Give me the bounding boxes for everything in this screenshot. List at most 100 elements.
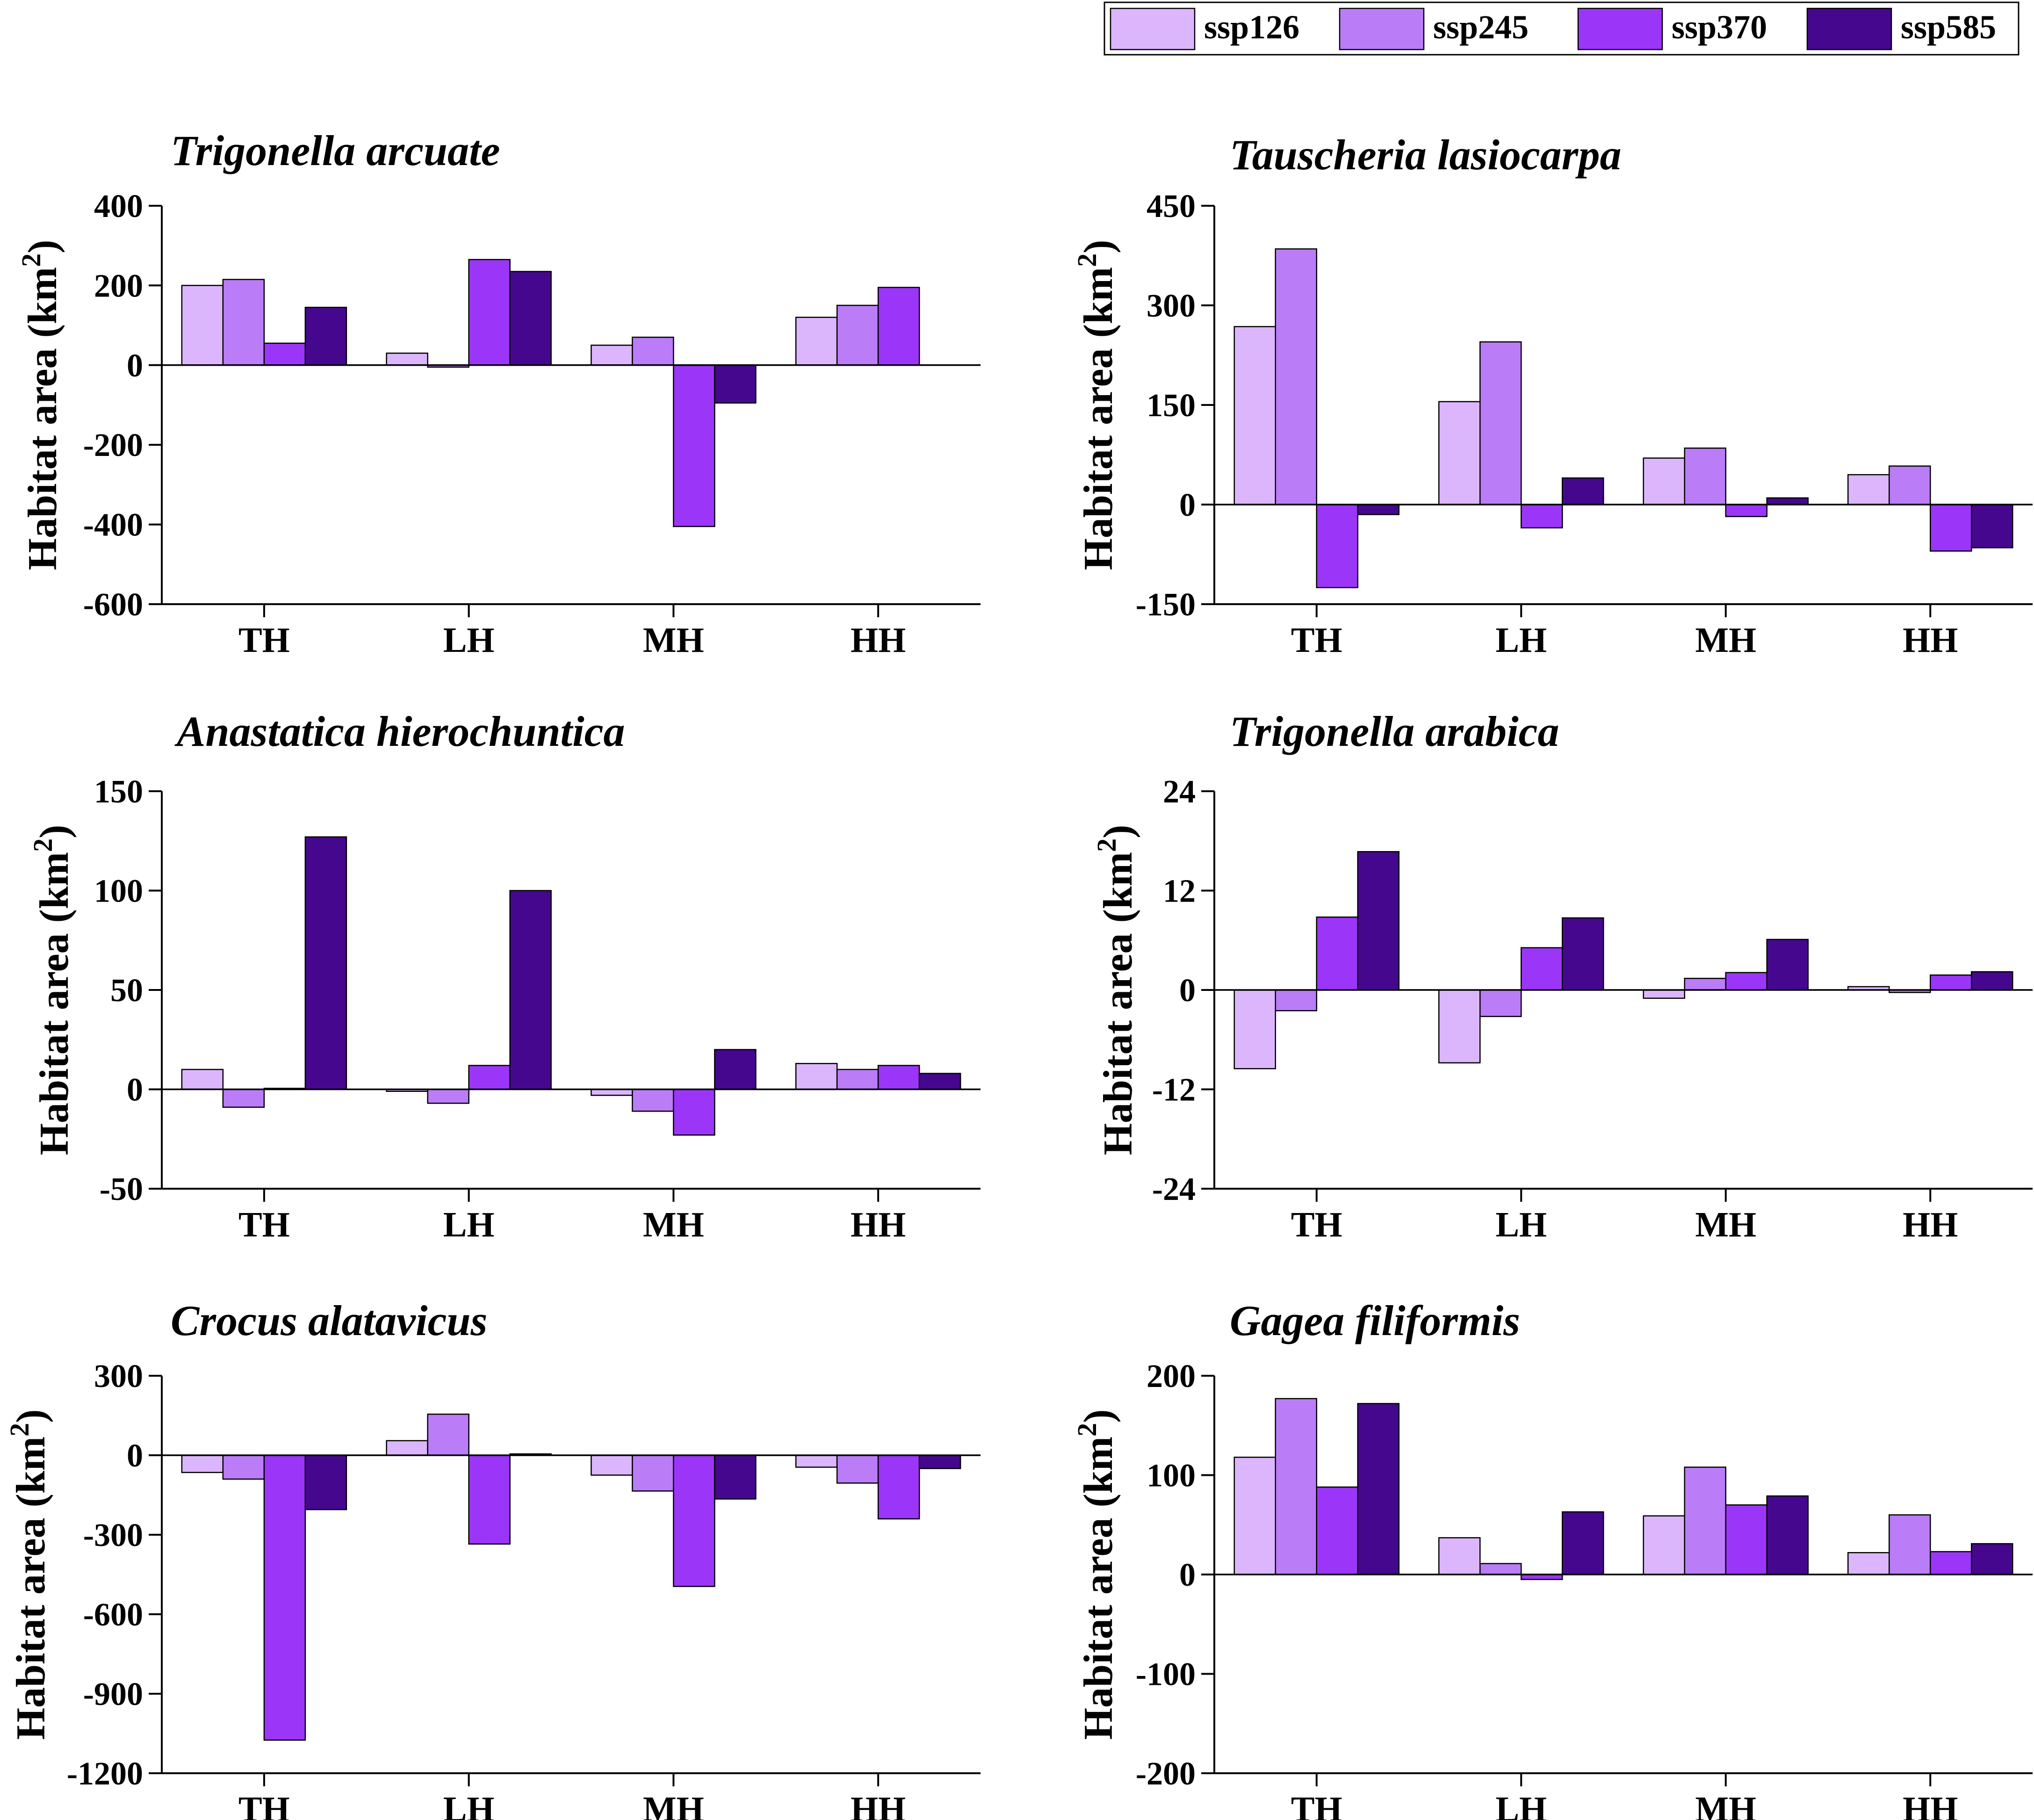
legend-label-ssp585: ssp585 xyxy=(1901,8,1996,46)
bar-ssp126-HH xyxy=(795,1454,838,1468)
chart-panel-4: Trigonella arabica Habitat area (km2) 24 12… xyxy=(1091,708,2033,1244)
x-tick-label: MH xyxy=(1695,1790,1756,1820)
x-tick-label: MH xyxy=(643,621,704,660)
x-tick-label: HH xyxy=(851,1205,906,1244)
y-axis-label-superscript: 2 xyxy=(1091,838,1122,852)
bar-ssp126-MH xyxy=(591,344,633,366)
bar-ssp585-TH xyxy=(304,836,347,1090)
bar-ssp585-HH xyxy=(1971,504,2013,549)
x-tick-label: LH xyxy=(443,1205,495,1244)
bar-ssp370-TH xyxy=(1316,504,1358,588)
x-tick-label: LH xyxy=(1495,1205,1547,1244)
bar-ssp126-MH xyxy=(1643,989,1685,999)
y-tick-label: 24 xyxy=(1163,774,1196,810)
y-tick-label: 0 xyxy=(1179,1557,1196,1593)
bar-ssp585-MH xyxy=(714,1049,757,1090)
bar-ssp126-LH xyxy=(1438,989,1481,1064)
x-tick-label: MH xyxy=(1695,621,1756,660)
y-tick-label: 100 xyxy=(94,874,143,910)
bar-ssp245-TH xyxy=(222,1089,265,1108)
bar-ssp370-MH xyxy=(1725,1504,1767,1575)
bar-ssp370-MH xyxy=(673,1454,715,1587)
bar-ssp370-TH xyxy=(1316,1486,1358,1575)
x-tick-label: TH xyxy=(1291,1205,1342,1244)
bar-ssp126-HH xyxy=(795,1063,838,1090)
y-axis-label-superscript: 2 xyxy=(1072,253,1102,267)
y-axis-label-close: ) xyxy=(32,825,77,838)
bar-ssp370-LH xyxy=(1521,947,1563,991)
legend-label-ssp370: ssp370 xyxy=(1672,8,1767,46)
bar-ssp585-MH xyxy=(1766,497,1809,506)
bar-ssp245-MH xyxy=(1684,1466,1726,1575)
chart-panel-5: Crocus alatavicus Habitat area (km2) 300 0 -… xyxy=(4,1297,981,1820)
y-axis-label-text: Habitat area (km xyxy=(32,852,77,1156)
bar-ssp245-TH xyxy=(222,279,265,366)
x-tick-label: HH xyxy=(851,621,906,660)
y-axis-label: Habitat area (km2) xyxy=(16,240,65,571)
y-tick-label: -150 xyxy=(1136,587,1196,623)
y-axis-label: Habitat area (km2) xyxy=(1072,240,1121,571)
bar-ssp126-HH xyxy=(1847,474,1890,506)
x-tick-label: HH xyxy=(1903,621,1958,660)
bar-ssp245-LH xyxy=(1479,1563,1522,1575)
bar-ssp370-HH xyxy=(1930,974,1972,991)
chart-panel-6: Gagea filiformis Habitat area (km2) 200 100… xyxy=(1072,1297,2033,1820)
bar-ssp370-LH xyxy=(468,1065,511,1090)
bar-ssp585-TH xyxy=(304,1454,347,1510)
legend: ssp126 ssp245 ssp370 ssp585 xyxy=(1104,1,2020,56)
chart-panel-3: Anastatica hierochuntica Habitat area (km… xyxy=(28,708,981,1244)
y-axis-label-text: Habitat area (km xyxy=(1076,267,1121,571)
y-tick-label: 0 xyxy=(1179,487,1196,523)
bar-ssp126-MH xyxy=(1643,1515,1685,1575)
y-tick-label: 150 xyxy=(94,774,143,810)
x-tick-label: TH xyxy=(1291,621,1342,660)
bar-ssp126-MH xyxy=(591,1454,633,1476)
bar-ssp585-LH xyxy=(1562,917,1604,991)
bar-ssp585-LH xyxy=(1562,477,1604,506)
bar-ssp585-LH xyxy=(1562,1511,1604,1575)
bar-ssp126-TH xyxy=(1233,326,1276,506)
bar-ssp245-MH xyxy=(1684,977,1726,991)
bar-ssp245-LH xyxy=(427,1413,469,1456)
y-axis-label-close: ) xyxy=(8,1409,54,1423)
bar-ssp245-HH xyxy=(836,1069,879,1090)
bar-ssp126-LH xyxy=(1438,1537,1481,1575)
y-tick-label: 200 xyxy=(1147,1358,1196,1394)
y-axis-label-close: ) xyxy=(1076,1409,1121,1423)
y-tick-label: 200 xyxy=(94,268,143,304)
y-axis-label-close: ) xyxy=(1096,825,1141,838)
y-tick-label: 100 xyxy=(1147,1458,1196,1494)
bar-ssp370-HH xyxy=(877,1065,920,1090)
x-tick-label: MH xyxy=(1695,1205,1756,1244)
x-tick-label: TH xyxy=(238,621,290,660)
y-tick-label: -600 xyxy=(83,1597,143,1633)
bar-ssp370-HH xyxy=(1930,504,1972,552)
bar-ssp370-LH xyxy=(1521,504,1563,528)
bar-ssp370-TH xyxy=(263,1454,306,1741)
y-tick-label: 50 xyxy=(110,973,143,1009)
bar-ssp126-LH xyxy=(1438,401,1481,506)
y-axis-label-superscript: 2 xyxy=(4,1423,35,1437)
bar-ssp585-TH xyxy=(1357,851,1399,991)
chart-panel-2: Tauscheria lasiocarpa Habitat area (km2) 4… xyxy=(1072,131,2033,660)
bar-ssp245-TH xyxy=(1275,989,1317,1011)
bar-ssp245-TH xyxy=(222,1454,265,1480)
bar-ssp585-HH xyxy=(1971,1543,2013,1575)
legend-swatch-ssp126 xyxy=(1110,7,1196,51)
bar-ssp245-MH xyxy=(1684,448,1726,506)
bar-ssp245-TH xyxy=(1275,1398,1317,1575)
x-tick-label: HH xyxy=(851,1790,906,1820)
x-tick-label: HH xyxy=(1903,1205,1958,1244)
y-tick-label: 300 xyxy=(1147,288,1196,324)
y-tick-label: -100 xyxy=(1136,1657,1196,1693)
bar-ssp585-MH xyxy=(1766,939,1809,991)
bar-ssp126-TH xyxy=(181,1069,224,1090)
bar-ssp245-MH xyxy=(632,1089,674,1112)
y-tick-label: -900 xyxy=(83,1676,143,1712)
bar-ssp370-HH xyxy=(1930,1551,1972,1575)
bar-ssp245-LH xyxy=(1479,341,1522,506)
bar-ssp126-TH xyxy=(181,1454,224,1473)
bar-ssp126-MH xyxy=(1643,457,1685,506)
y-tick-label: -300 xyxy=(83,1517,143,1553)
y-tick-label: 0 xyxy=(1179,973,1196,1009)
